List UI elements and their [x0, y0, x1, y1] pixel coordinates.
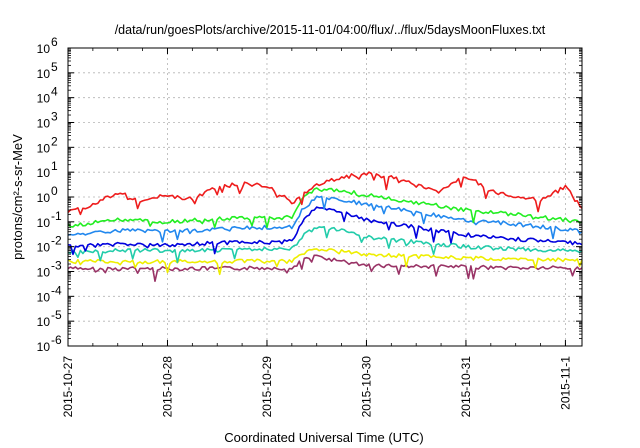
y-tick-exponent: -4 [51, 283, 62, 297]
y-tick-base: 10 [37, 141, 51, 155]
series-line [67, 226, 583, 264]
y-tick-exponent: 2 [51, 134, 58, 148]
y-tick-exponent: -2 [51, 234, 62, 248]
y-axis-label-text: protons/cm²-s-sr-MeV [10, 134, 25, 260]
y-tick-label: 10 [37, 266, 51, 280]
x-tick-label: 2015-10-28 [160, 356, 174, 418]
y-tick-base: 10 [37, 216, 51, 230]
y-tick-exponent: 5 [51, 60, 58, 74]
series-line [67, 248, 583, 276]
y-tick-label: 10 [37, 92, 51, 106]
y-tick-label: 10 [37, 67, 51, 81]
y-tick-base: 10 [37, 166, 51, 180]
series-line [67, 254, 583, 283]
y-tick-labels: 10 -610 -510 -410 -310 -210 -110 010 110 210 310 41… [37, 35, 62, 354]
chart-title: /data/run/goesPlots/archive/2015-11-01/0… [115, 23, 546, 37]
y-tick-exponent: -6 [51, 333, 62, 347]
y-tick-label: 10 [37, 290, 51, 304]
y-tick-exponent: 4 [51, 85, 58, 99]
series-line [67, 195, 583, 243]
y-tick-base: 10 [37, 315, 51, 329]
x-tick-label: 2015-10-27 [61, 356, 75, 418]
y-tick-base: 10 [37, 241, 51, 255]
grid-lines [68, 48, 582, 346]
y-tick-base: 10 [37, 290, 51, 304]
y-tick-base: 10 [37, 92, 51, 106]
x-tick-labels: 2015-10-27 2015-10-28 2015-10-29 2015-10-30… [61, 356, 572, 418]
series-line [67, 187, 583, 229]
y-tick-label: 10 [37, 117, 51, 131]
x-tick-label: 2015-10-30 [359, 356, 373, 418]
y-tick-label: 10 [37, 315, 51, 329]
y-tick-label: 10 [37, 216, 51, 230]
y-tick-exponent: -1 [51, 209, 62, 223]
y-tick-label: 10 [37, 141, 51, 155]
y-tick-label: 10 [37, 42, 51, 56]
y-tick-exponent: 3 [51, 110, 58, 124]
y-tick-base: 10 [37, 340, 51, 354]
y-tick-exponent: -5 [51, 308, 62, 322]
x-tick-label: 2015-10-29 [260, 356, 274, 418]
y-tick-exponent: 6 [51, 35, 58, 49]
data-series [67, 171, 583, 283]
series-line [67, 206, 583, 256]
y-tick-exponent: 0 [51, 184, 58, 198]
y-tick-label: 10 [37, 191, 51, 205]
axis-ticks [67, 47, 582, 347]
y-axis-label: protons/cm²-s-sr-MeV [10, 134, 25, 260]
y-tick-base: 10 [37, 191, 51, 205]
x-axis-label: Coordinated Universal Time (UTC) [224, 430, 423, 445]
y-tick-base: 10 [37, 266, 51, 280]
y-tick-exponent: -3 [51, 259, 62, 273]
y-tick-exponent: 1 [51, 159, 58, 173]
y-tick-base: 10 [37, 42, 51, 56]
x-tick-label: 2015-11-1 [558, 356, 572, 410]
y-tick-base: 10 [37, 117, 51, 131]
y-tick-base: 10 [37, 67, 51, 81]
x-tick-label: 2015-10-31 [459, 356, 473, 418]
y-tick-label: 10 [37, 166, 51, 180]
y-tick-label: 10 [37, 241, 51, 255]
y-tick-label: 10 [37, 340, 51, 354]
series-line [67, 171, 583, 216]
